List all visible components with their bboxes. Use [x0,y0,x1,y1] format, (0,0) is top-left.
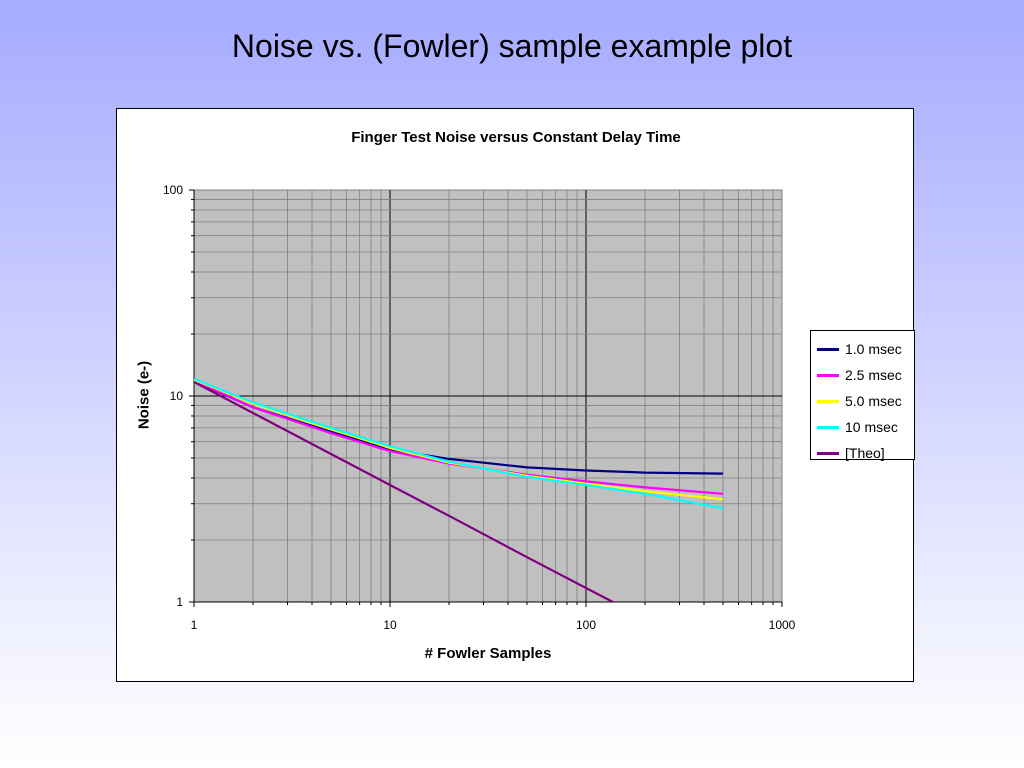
x-tick-label: 100 [576,618,596,632]
axes-layer: 1 10 100 1000 1 10 100 [163,183,796,632]
legend-label: 10 msec [845,419,898,435]
y-tick-label: 1 [176,595,183,609]
x-axis-title: # Fowler Samples [424,645,552,662]
legend-label: 2.5 msec [845,367,902,383]
legend-swatch [817,373,839,377]
y-tick-label: 10 [170,389,184,403]
x-tick-label: 10 [383,618,397,632]
legend-item: 10 msec [817,414,914,440]
chart-title: Finger Test Noise versus Constant Delay … [351,129,681,146]
legend-item: 2.5 msec [817,362,914,388]
grid-layer [194,190,782,602]
series-line-4 [194,377,724,510]
legend-swatch [817,451,839,455]
legend-item: [Theo] [817,440,914,466]
legend-label: 5.0 msec [845,393,902,409]
y-axis-title: Noise (e-) [135,360,153,430]
slide-title: Noise vs. (Fowler) sample example plot [231,28,793,64]
series-layer [194,377,724,602]
legend-label: 1.0 msec [845,341,902,357]
legend-label: [Theo] [845,445,885,461]
series-line-5 [194,381,616,602]
legend: 1.0 msec 2.5 msec 5.0 msec 10 msec [Theo] [810,330,915,461]
legend-swatch [817,347,839,351]
legend-item: 5.0 msec [817,388,914,414]
x-tick-label: 1 [191,618,198,632]
x-tick-label: 1000 [769,618,796,632]
legend-swatch [817,399,839,403]
chart-svg: 1 10 100 1000 1 10 100 [163,183,796,632]
legend-swatch [817,425,839,429]
legend-item: 1.0 msec [817,336,914,362]
y-tick-label: 100 [163,183,183,197]
chart-frame: 1 10 100 1000 1 10 100 Finger Test Noise versu… [116,108,915,682]
